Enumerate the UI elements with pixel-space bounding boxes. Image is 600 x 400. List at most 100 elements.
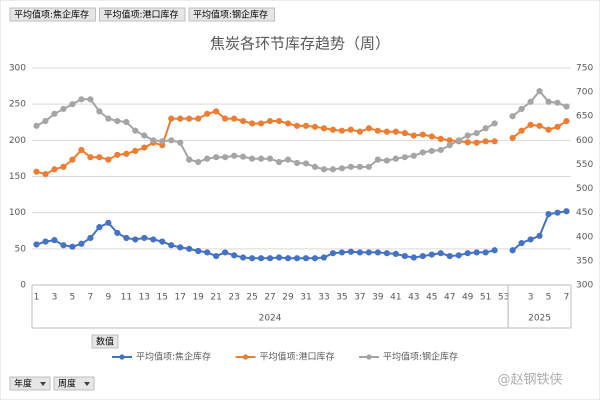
pivot-button[interactable]: 平均值项:钢企库存	[188, 7, 275, 22]
x-tick-label: 7	[88, 293, 94, 303]
point	[240, 254, 247, 261]
point	[78, 240, 85, 247]
x-tick-label: 49	[462, 293, 474, 303]
point	[60, 105, 67, 113]
filter-button-box	[9, 376, 51, 391]
watermark: @赵钢铁侠	[497, 373, 562, 388]
x-tick-label: 53	[498, 293, 509, 303]
x-tick-label: 17	[174, 293, 185, 303]
point	[302, 160, 310, 167]
point	[482, 125, 489, 132]
x-tick-label: 51	[480, 293, 491, 303]
point	[554, 209, 561, 216]
point	[347, 126, 355, 133]
point	[491, 138, 498, 145]
point	[509, 113, 516, 120]
point	[410, 152, 417, 159]
point	[284, 156, 292, 163]
legend-label: 平均值项:焦企库存	[136, 351, 211, 363]
filter-button[interactable]: 年度	[9, 376, 51, 391]
legend-label: 平均值项:钢企库存	[383, 351, 458, 363]
pivot-button-box	[188, 7, 275, 22]
point	[96, 154, 103, 161]
pivot-button-label: 平均值项:港口库存	[104, 9, 179, 21]
point	[518, 239, 525, 247]
point	[374, 127, 381, 134]
point	[374, 249, 381, 256]
point	[87, 96, 94, 103]
point	[473, 249, 480, 256]
point	[150, 236, 157, 243]
point	[284, 255, 292, 262]
x-group-label: 2024	[259, 314, 282, 324]
point	[159, 138, 166, 145]
x-group-label: 2025	[528, 314, 551, 324]
point	[356, 163, 363, 170]
point	[177, 244, 184, 251]
y2-tick-label: 600	[576, 136, 593, 146]
y2-tick-label: 350	[576, 256, 593, 266]
y-tick-label: 0	[20, 281, 26, 291]
point	[240, 153, 247, 160]
point	[248, 155, 256, 162]
point	[392, 155, 399, 162]
pivot-button-box	[9, 7, 96, 22]
point	[186, 245, 193, 252]
point	[563, 103, 570, 110]
point	[518, 105, 525, 113]
point	[51, 110, 58, 117]
x-tick-label: 33	[318, 293, 329, 303]
x-tick-label: 21	[210, 293, 221, 303]
point	[410, 132, 417, 139]
x-tick-label: 1	[34, 293, 40, 303]
point	[257, 155, 265, 162]
x-tick-label: 5	[546, 293, 552, 303]
x-tick-label: 39	[372, 293, 384, 303]
point	[69, 101, 76, 108]
x-tick-label: 15	[157, 293, 168, 303]
pivot-button[interactable]: 平均值项:焦企库存	[9, 7, 96, 22]
point	[329, 166, 337, 173]
filter-button-box	[53, 376, 95, 391]
point	[222, 154, 229, 161]
x-tick-label: 23	[228, 293, 239, 303]
x-tick-label: 9	[105, 293, 111, 303]
filter-button-arrow	[84, 382, 90, 386]
filter-button[interactable]: 周度	[53, 376, 95, 391]
point	[231, 152, 238, 159]
point	[356, 128, 363, 135]
point	[482, 249, 489, 256]
point	[401, 252, 408, 260]
point	[455, 137, 462, 144]
y-tick-label: 100	[9, 208, 26, 218]
filter-button-label: 周度	[58, 378, 76, 390]
point	[105, 115, 112, 122]
point	[204, 110, 211, 117]
x-tick-label: 7	[564, 293, 570, 303]
point	[563, 117, 570, 125]
x-tick-label: 29	[282, 293, 294, 303]
point	[527, 121, 534, 129]
point	[464, 132, 471, 139]
pivot-button[interactable]: 平均值项:港口库存	[99, 7, 186, 22]
filter-button-label: 年度	[14, 378, 32, 390]
y2-tick-label: 500	[576, 184, 593, 194]
point	[338, 249, 346, 256]
x-tick-label: 35	[336, 293, 347, 303]
point	[275, 158, 283, 166]
point	[114, 151, 121, 158]
point	[222, 115, 229, 122]
point	[186, 115, 193, 122]
point	[275, 117, 283, 125]
point	[536, 88, 543, 95]
legend-marker	[119, 354, 125, 360]
x-tick-label: 19	[192, 293, 204, 303]
point	[275, 254, 283, 261]
point	[213, 252, 220, 260]
legend-title[interactable]: 数值	[91, 334, 119, 349]
point	[527, 236, 534, 243]
point	[159, 238, 166, 245]
point	[356, 249, 363, 256]
y-tick-label: 50	[15, 244, 27, 254]
legend-title-box	[91, 334, 119, 349]
